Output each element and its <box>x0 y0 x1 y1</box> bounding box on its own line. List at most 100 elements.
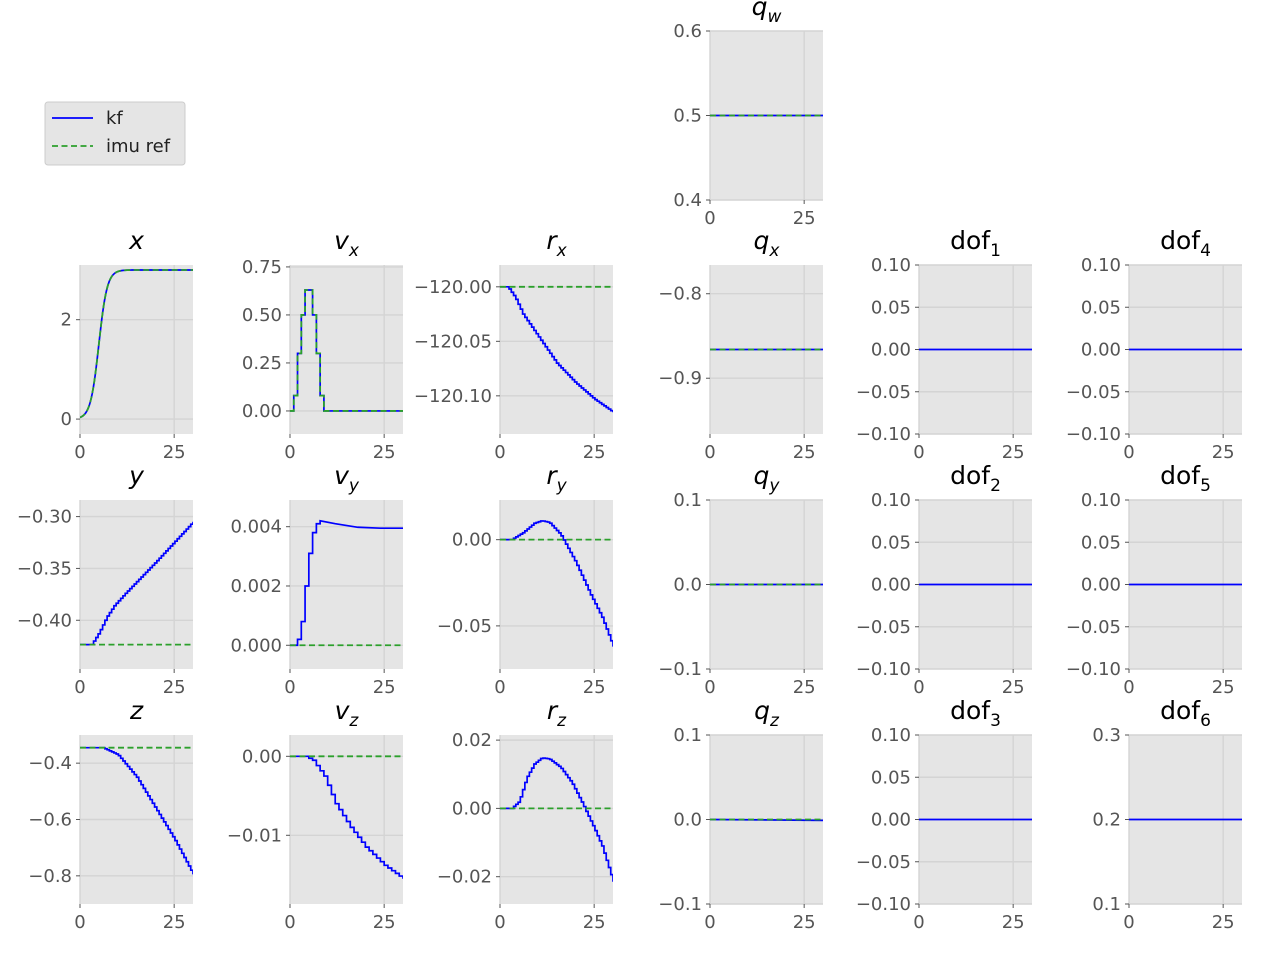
y-tick-label: −120.05 <box>414 331 492 352</box>
x-tick-label: 25 <box>1212 442 1235 463</box>
y-tick-label: −0.05 <box>856 382 911 403</box>
y-tick-label: 0.75 <box>242 257 282 278</box>
y-tick-label: −120.00 <box>414 277 492 298</box>
x-tick-label: 0 <box>704 208 715 229</box>
x-tick-label: 25 <box>163 442 186 463</box>
y-tick-label: −0.30 <box>17 507 72 528</box>
x-tick-label: 25 <box>163 677 186 698</box>
subplot-title-vz: vz <box>335 696 360 731</box>
series-line-imu-ref <box>80 269 193 419</box>
y-tick-label: 0.00 <box>1081 340 1121 361</box>
y-tick-label: −0.9 <box>658 368 702 389</box>
subplot-ry: 0.00 −0.05 0 25 ry <box>437 461 613 698</box>
subplot-title-qx: qx <box>754 226 781 261</box>
y-tick-label: −0.35 <box>17 558 72 579</box>
x-tick-label: 0 <box>74 442 85 463</box>
subplot-qz: 0.1 0.0 −0.10 25 qz <box>658 696 823 933</box>
x-tick-label: 25 <box>1212 912 1235 933</box>
subplot-title-dof6: dof6 <box>1160 696 1211 731</box>
y-tick-label: 0.10 <box>871 725 911 746</box>
y-tick-label: 0.05 <box>871 767 911 788</box>
x-tick-label: 0 <box>284 442 295 463</box>
series-line-kf <box>80 521 193 646</box>
y-tick-label: 0.00 <box>1081 575 1121 596</box>
y-tick-label: −0.01 <box>227 825 282 846</box>
y-tick-label: −0.10 <box>1066 424 1121 445</box>
x-tick-label: 0 <box>494 677 505 698</box>
y-tick-label: −0.8 <box>658 284 702 305</box>
y-tick-label: −0.40 <box>17 610 72 631</box>
y-tick-label: 0.00 <box>242 746 282 767</box>
y-tick-label: 0.1 <box>673 725 702 746</box>
x-tick-label: 0 <box>1123 912 1134 933</box>
x-tick-label: 0 <box>284 912 295 933</box>
series-line-kf <box>710 818 823 822</box>
y-tick-label: 2 <box>61 310 72 331</box>
y-tick-label: −0.05 <box>1066 382 1121 403</box>
subplot-title-dof1: dof1 <box>950 226 1001 261</box>
y-tick-label: 0.000 <box>230 635 282 656</box>
x-tick-label: 25 <box>793 208 816 229</box>
legend-label-imu-ref: imu ref <box>106 136 171 157</box>
y-tick-label: 0.00 <box>452 798 492 819</box>
subplot-title-z: z <box>129 696 144 725</box>
y-tick-label: 0.6 <box>673 21 702 42</box>
y-tick-label: −0.8 <box>28 866 72 887</box>
y-tick-label: 0.00 <box>871 575 911 596</box>
subplot-title-rz: rz <box>547 696 567 731</box>
y-tick-label: 0.4 <box>673 190 702 211</box>
x-tick-label: 25 <box>793 677 816 698</box>
series-line-kf <box>500 520 613 647</box>
series-line-kf <box>500 285 613 413</box>
y-tick-label: −0.05 <box>856 617 911 638</box>
series-line-kf <box>290 519 403 647</box>
y-tick-label: −120.10 <box>414 386 492 407</box>
subplot-title-vy: vy <box>334 461 360 496</box>
subplot-x: 0 2 0 25 x <box>61 226 193 463</box>
subplot-title-dof2: dof2 <box>950 461 1001 496</box>
plot-area-rz <box>500 735 613 904</box>
subplot-title-dof5: dof5 <box>1160 461 1211 496</box>
x-tick-label: 25 <box>373 912 396 933</box>
subplot-dof1: 0.10 0.05 0.00 −0.05 −0.100 25 dof1 <box>856 226 1032 463</box>
subplot-title-qy: qy <box>754 461 781 496</box>
y-tick-label: 0.00 <box>871 810 911 831</box>
x-tick-label: 0 <box>913 912 924 933</box>
x-tick-label: 25 <box>373 677 396 698</box>
subplot-title-y: y <box>128 461 145 490</box>
y-tick-label: 0.0 <box>673 810 702 831</box>
subplot-qy: 0.1 0.0 −0.10 25 qy <box>658 461 823 698</box>
y-tick-label: 0.02 <box>452 730 492 751</box>
y-tick-label: −0.02 <box>437 867 492 888</box>
series-line-kf <box>80 746 193 875</box>
x-tick-label: 0 <box>494 912 505 933</box>
y-tick-label: 0.00 <box>871 340 911 361</box>
x-tick-label: 25 <box>1002 912 1025 933</box>
x-tick-label: 0 <box>284 677 295 698</box>
subplot-title-x: x <box>128 226 144 255</box>
plot-area-x <box>80 265 193 434</box>
x-tick-label: 0 <box>1123 677 1134 698</box>
y-tick-label: 0.5 <box>673 106 702 127</box>
y-tick-label: 0.05 <box>871 532 911 553</box>
x-tick-label: 25 <box>1002 677 1025 698</box>
y-tick-label: −0.10 <box>1066 659 1121 680</box>
y-tick-label: 0.0 <box>673 575 702 596</box>
subplot-dof2: 0.10 0.05 0.00 −0.05 −0.100 25 dof2 <box>856 461 1032 698</box>
y-tick-label: 0 <box>61 409 72 430</box>
y-tick-label: 0.002 <box>230 576 282 597</box>
series-line-imu-ref <box>290 289 403 412</box>
x-tick-label: 25 <box>1002 442 1025 463</box>
x-tick-label: 25 <box>583 912 606 933</box>
y-tick-label: −0.10 <box>856 894 911 915</box>
y-tick-label: 0.004 <box>230 517 282 538</box>
x-tick-label: 0 <box>494 442 505 463</box>
y-tick-label: −0.05 <box>1066 617 1121 638</box>
y-tick-label: −0.1 <box>658 894 702 915</box>
plot-area-rx <box>500 265 613 434</box>
subplot-dof3: 0.10 0.05 0.00 −0.05 −0.100 25 dof3 <box>856 696 1032 933</box>
y-tick-label: 0.10 <box>1081 255 1121 276</box>
x-tick-label: 25 <box>583 677 606 698</box>
subplot-qw: 0.4 0.5 0.6 0 25 qw <box>673 0 823 229</box>
